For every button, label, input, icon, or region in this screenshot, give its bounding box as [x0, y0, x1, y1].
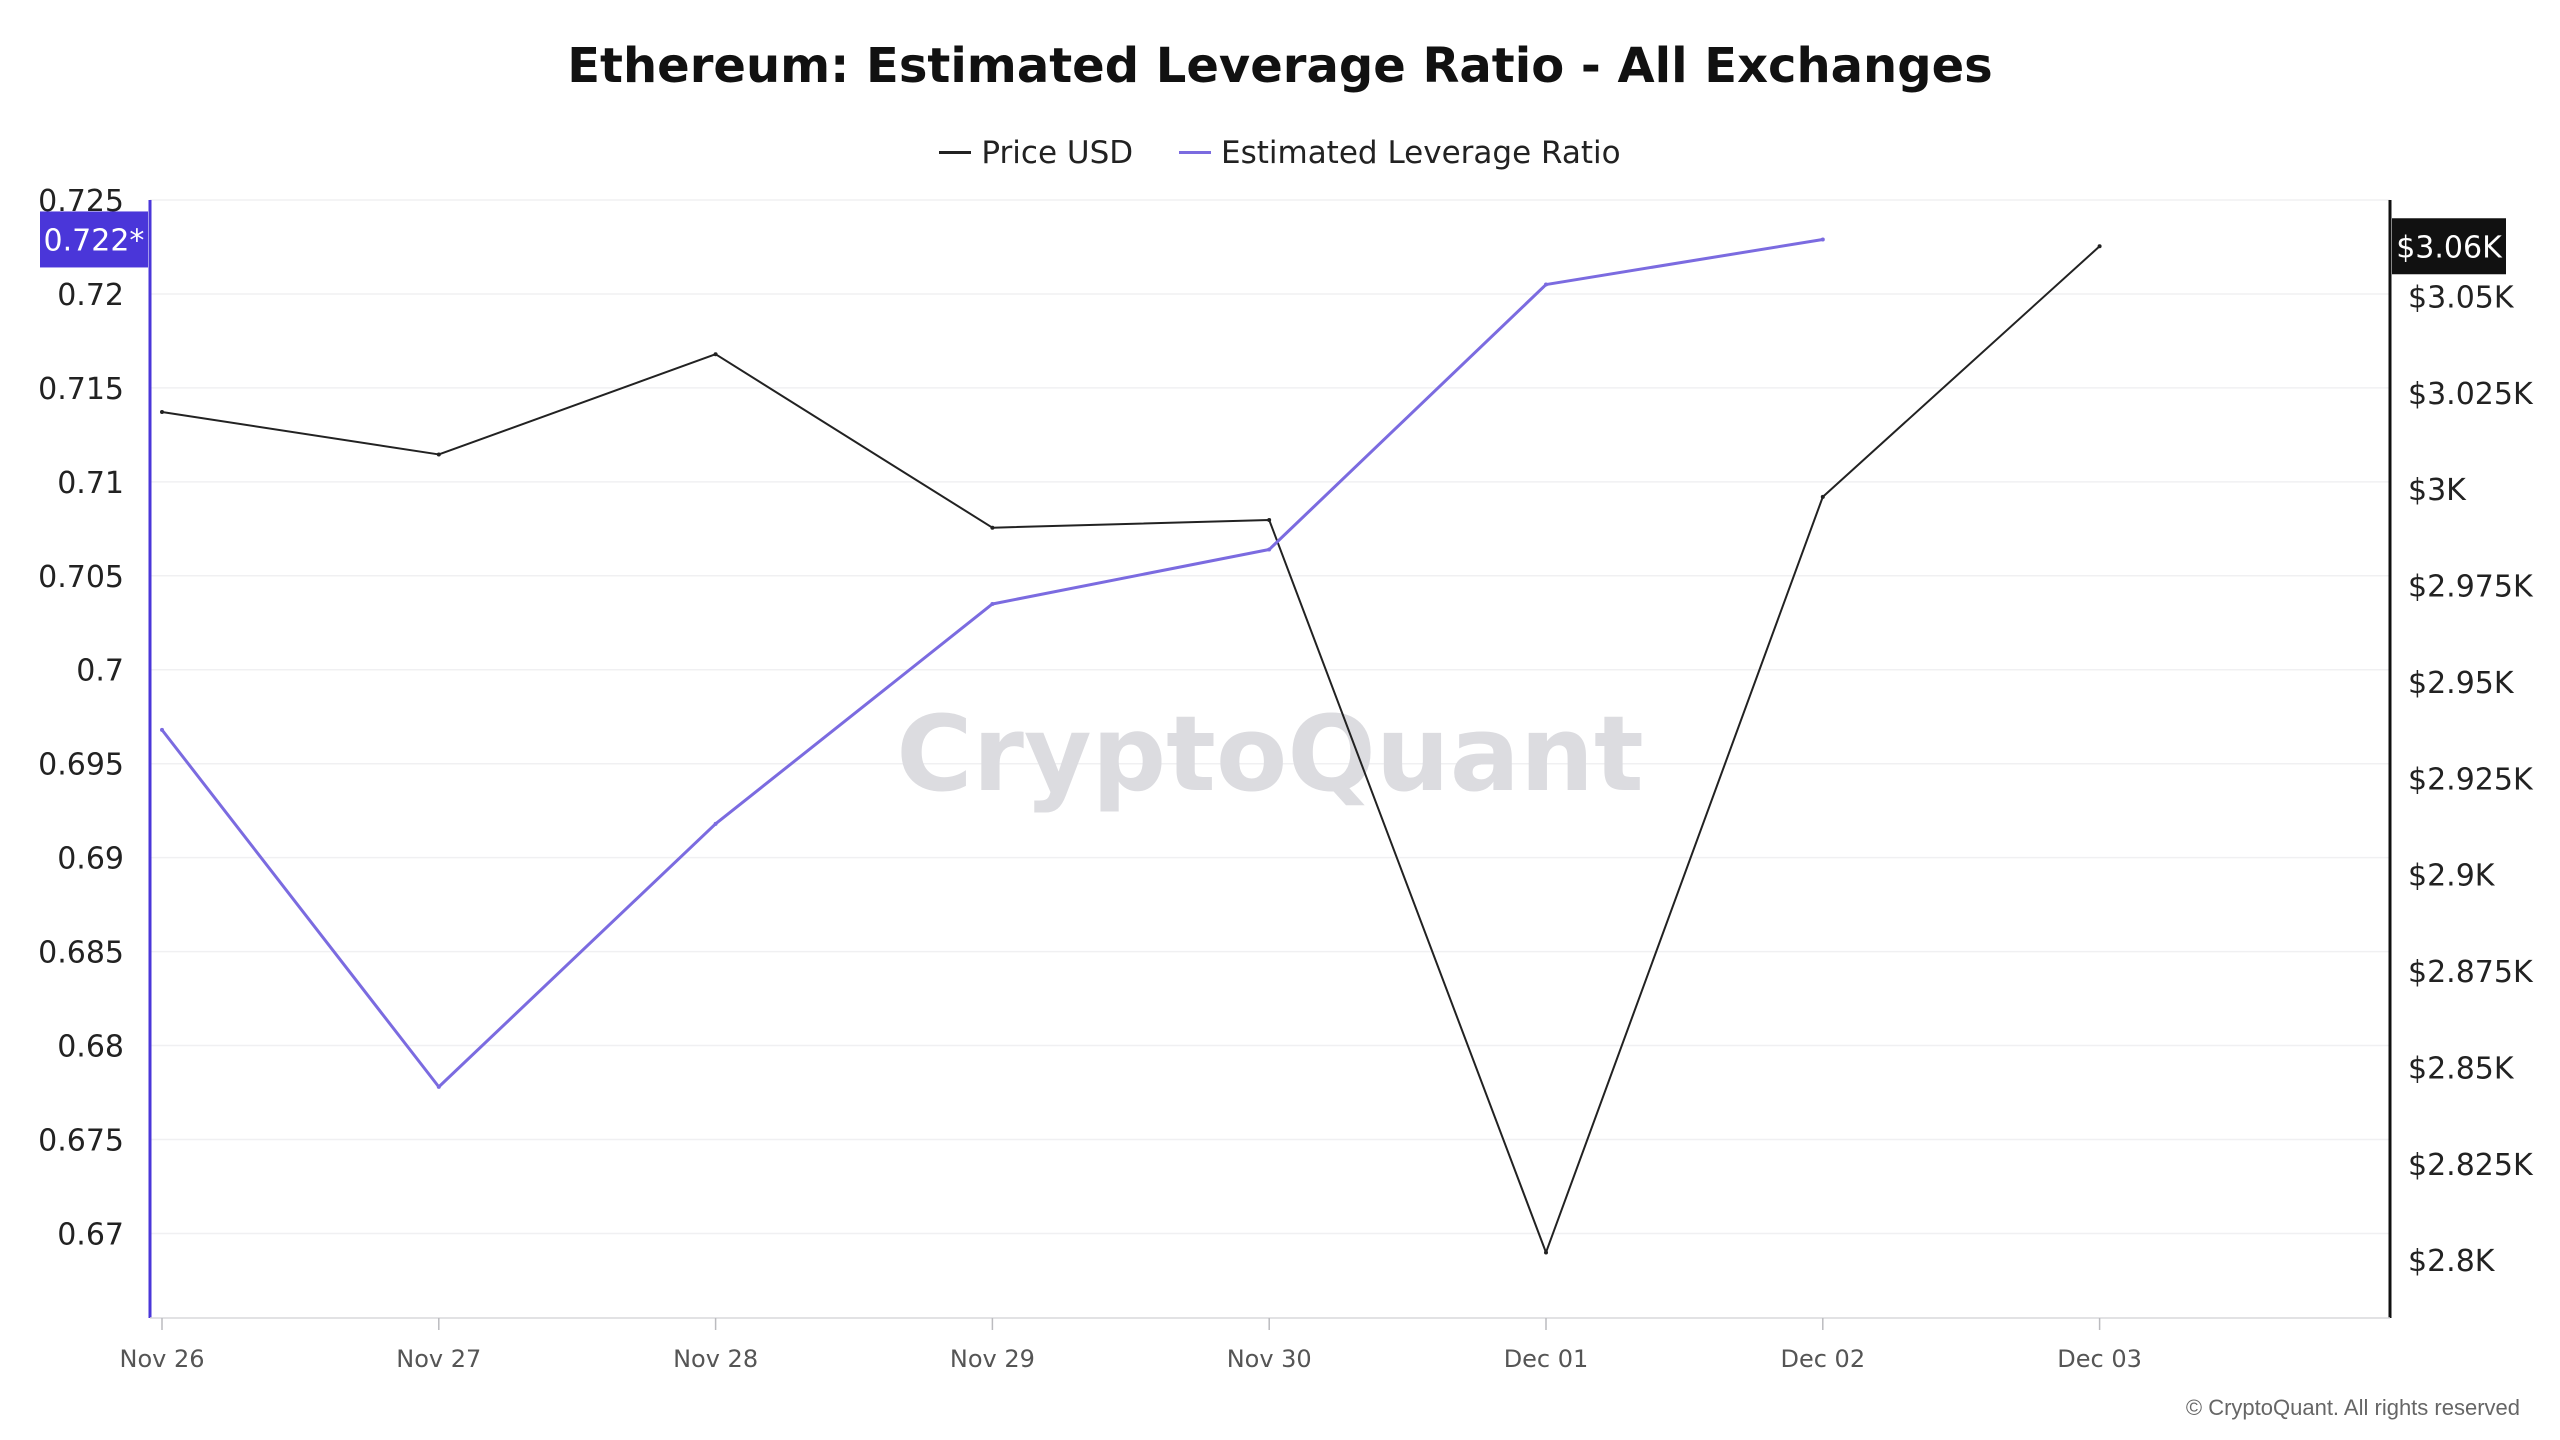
x-tick-label: Nov 27: [396, 1345, 481, 1373]
data-point-price: [1820, 494, 1825, 499]
x-tick-label: Nov 28: [673, 1345, 758, 1373]
legend-item-price[interactable]: Price USD: [939, 135, 1133, 171]
legend-label-price: Price USD: [981, 134, 1134, 171]
x-tick-label: Nov 30: [1227, 1345, 1312, 1373]
axes: [148, 200, 2392, 1319]
left-tick-label: 0.67: [57, 1217, 124, 1252]
x-tick-label: Dec 03: [2057, 1345, 2142, 1373]
x-axis-ticks: Nov 26 Nov 27 Nov 28 Nov 29 Nov 30 Dec 01 Dec …: [119, 1318, 2142, 1373]
left-tick-label: 0.69: [57, 842, 124, 877]
right-tick-label: $2.925K: [2408, 762, 2534, 797]
right-tick-label: $2.95K: [2408, 666, 2515, 701]
x-tick-label: Nov 29: [950, 1345, 1035, 1373]
left-tick-label: 0.72: [57, 278, 124, 313]
current-value-badges: 0.722* $3.06K: [40, 211, 2506, 275]
left-tick-label: 0.71: [57, 466, 124, 501]
series-line-leverage: [160, 237, 1824, 1089]
legend-swatch-price: [939, 151, 972, 154]
right-tick-label: $2.975K: [2408, 570, 2534, 605]
legend-swatch-leverage: [1178, 151, 1211, 154]
left-tick-label: 0.675: [38, 1123, 124, 1158]
legend: Price USD Estimated Leverage Ratio: [0, 126, 2560, 171]
legend-label-leverage: Estimated Leverage Ratio: [1220, 134, 1621, 171]
left-tick-label: 0.68: [57, 1030, 124, 1065]
data-point-leverage: [1544, 282, 1548, 287]
copyright-credit: © CryptoQuant. All rights reserved: [2185, 1395, 2520, 1420]
data-point-price: [1267, 517, 1272, 522]
data-point-price: [436, 452, 441, 457]
left-tick-label: 0.705: [38, 560, 124, 595]
right-current-value-label: $3.06K: [2396, 230, 2503, 265]
right-tick-label: $3.025K: [2408, 377, 2534, 412]
right-tick-label: $3K: [2408, 473, 2467, 508]
data-point-leverage: [990, 601, 995, 606]
left-tick-label: 0.7: [76, 654, 124, 689]
data-point-leverage: [160, 727, 164, 732]
legend-item-leverage[interactable]: Estimated Leverage Ratio: [1178, 134, 1621, 171]
data-point-price: [713, 352, 718, 357]
x-tick-label: Nov 26: [119, 1345, 204, 1373]
data-point-leverage: [713, 821, 718, 826]
left-current-value-label: 0.722*: [44, 223, 145, 258]
watermark: CryptoQuant: [896, 693, 1643, 815]
x-tick-label: Dec 01: [1504, 1345, 1589, 1373]
x-tick-label: Dec 02: [1780, 1345, 1865, 1373]
right-tick-label: $3.05K: [2408, 280, 2515, 315]
data-point-price: [160, 410, 164, 415]
left-axis-ticks: 0.67 0.675 0.68 0.685 0.69 0.695 0.7 0.705 0.71 0…: [38, 184, 124, 1252]
chart-title: Ethereum: Estimated Leverage Ratio - All…: [567, 38, 1993, 94]
data-point-price: [1544, 1250, 1548, 1255]
right-tick-label: $2.9K: [2408, 859, 2496, 894]
right-axis-ticks: $2.8K $2.825K $2.85K $2.875K $2.9K $2.925K $2.…: [2408, 280, 2534, 1279]
data-point-leverage: [1267, 547, 1272, 552]
data-point-leverage: [1820, 237, 1825, 242]
left-tick-label: 0.685: [38, 936, 124, 971]
series-layer: [160, 237, 2102, 1255]
data-point-price: [2097, 244, 2102, 249]
right-current-value-badge: [2392, 218, 2506, 275]
series-line-price: [161, 245, 2101, 1254]
data-point-price: [990, 525, 995, 530]
right-tick-label: $2.8K: [2408, 1244, 2496, 1279]
right-tick-label: $2.85K: [2408, 1051, 2515, 1086]
right-tick-label: $2.825K: [2408, 1148, 2534, 1183]
left-tick-label: 0.695: [38, 748, 124, 783]
right-tick-label: $2.875K: [2408, 955, 2534, 990]
left-tick-label: 0.715: [38, 372, 124, 407]
gridlines: [150, 199, 2390, 1235]
data-point-leverage: [436, 1084, 441, 1089]
left-current-value-badge: [40, 211, 148, 268]
